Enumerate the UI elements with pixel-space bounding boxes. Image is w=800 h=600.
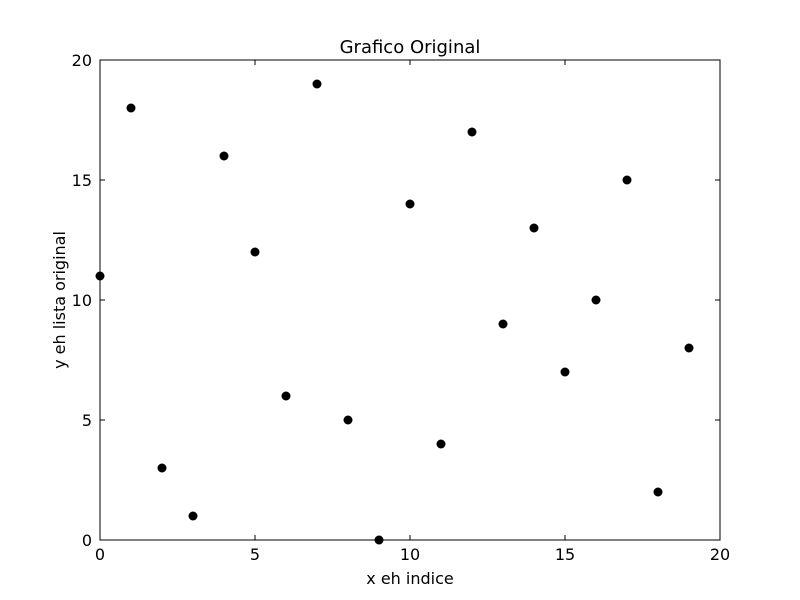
data-point	[250, 247, 260, 257]
data-points	[95, 79, 694, 545]
data-point	[529, 223, 539, 233]
y-tick-label: 20	[72, 51, 92, 70]
plot-area-frame	[99, 59, 721, 541]
data-point	[622, 175, 632, 185]
x-tick-label: 5	[250, 545, 260, 564]
data-point	[343, 415, 353, 425]
data-point	[405, 199, 415, 209]
chart-title: Grafico Original	[340, 37, 481, 58]
data-point	[281, 391, 291, 401]
x-tick-label: 10	[400, 545, 420, 564]
data-point	[653, 487, 663, 497]
x-axis-label: x eh indice	[366, 569, 453, 588]
y-tick-label: 0	[82, 531, 92, 550]
data-point	[312, 79, 322, 89]
data-point	[591, 295, 601, 305]
y-tick-label: 15	[72, 171, 92, 190]
data-point	[126, 103, 136, 113]
y-tick-label: 10	[72, 291, 92, 310]
data-point	[219, 151, 229, 161]
x-tick-label: 20	[710, 545, 730, 564]
data-point	[560, 367, 570, 377]
data-point	[467, 127, 477, 137]
axis-ticks: 0 5 10 15 20 0 5 10 15 20	[72, 51, 731, 564]
y-axis-label: y eh lista original	[50, 231, 69, 369]
data-point	[498, 319, 508, 329]
data-point	[157, 463, 167, 473]
x-tick-label: 15	[555, 545, 575, 564]
data-point	[188, 511, 198, 521]
x-tick-label: 0	[95, 545, 105, 564]
data-point	[436, 439, 446, 449]
y-tick-label: 5	[82, 411, 92, 430]
data-point	[684, 343, 694, 353]
